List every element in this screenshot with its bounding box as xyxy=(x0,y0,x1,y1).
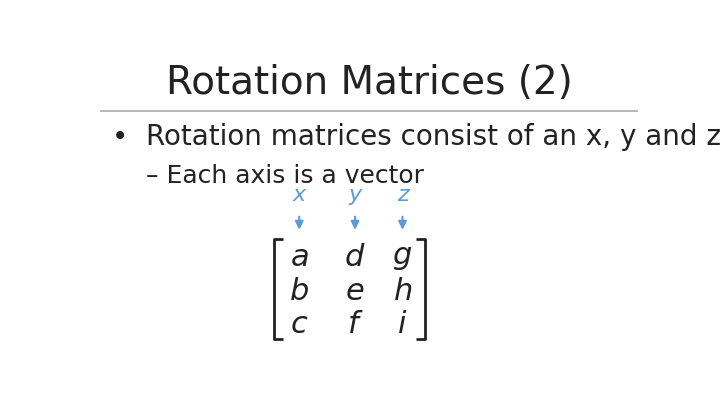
Text: Rotation Matrices (2): Rotation Matrices (2) xyxy=(166,64,572,102)
Text: y: y xyxy=(348,185,361,205)
Text: z: z xyxy=(397,185,408,205)
Text: $i$: $i$ xyxy=(397,310,408,339)
Text: •  Rotation matrices consist of an x, y and z axis: • Rotation matrices consist of an x, y a… xyxy=(112,124,720,151)
Text: $b$: $b$ xyxy=(289,277,309,306)
Text: $c$: $c$ xyxy=(290,310,308,339)
Text: $g$: $g$ xyxy=(392,243,413,272)
Text: – Each axis is a vector: – Each axis is a vector xyxy=(145,164,424,188)
Text: $d$: $d$ xyxy=(344,243,366,272)
Text: $f$: $f$ xyxy=(347,310,364,339)
Text: x: x xyxy=(293,185,306,205)
Text: $a$: $a$ xyxy=(290,243,309,272)
Text: $h$: $h$ xyxy=(393,277,412,306)
Text: $e$: $e$ xyxy=(346,277,365,306)
